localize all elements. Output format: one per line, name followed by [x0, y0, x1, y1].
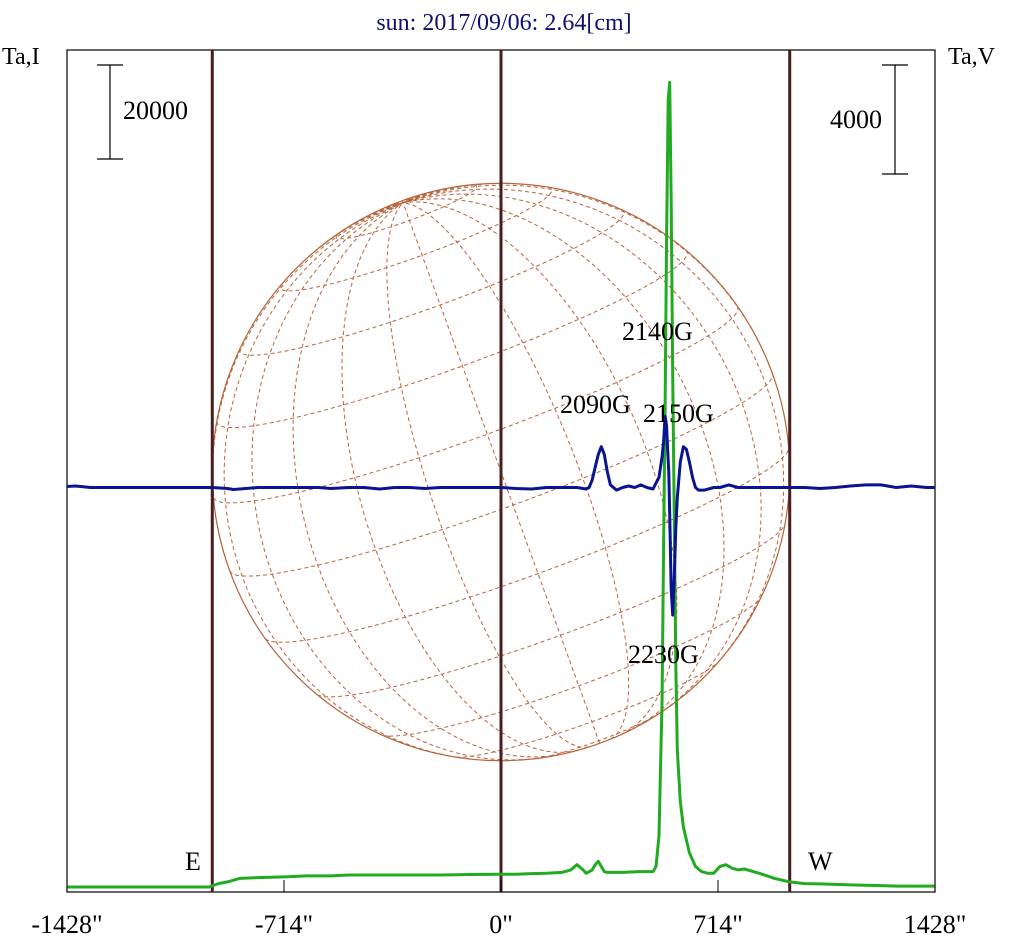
- scale-bar-right: 4000: [830, 64, 908, 175]
- x-tick-label: 1428": [904, 910, 967, 939]
- x-tick-label: -1428": [31, 910, 102, 939]
- longitude-line: [251, 202, 537, 761]
- reference-lines: [210, 50, 792, 892]
- longitude-line: [212, 202, 404, 571]
- longitude-line: [223, 202, 471, 760]
- latitude-line: [264, 447, 790, 643]
- longitude-line: [386, 202, 589, 748]
- solar-disk: [211, 182, 791, 762]
- longitude-line: [402, 193, 762, 715]
- annotation-2230g: 2230G: [628, 640, 699, 669]
- left-axis-label: Ta,I: [2, 44, 40, 70]
- latitude-line: [279, 186, 553, 292]
- right-axis-label: Ta,V: [948, 44, 996, 70]
- longitude-line: [402, 197, 410, 204]
- longitude-line: [341, 202, 579, 753]
- longitude-line: [402, 195, 417, 204]
- x-tick-label: 714": [693, 910, 743, 939]
- east-limb-label: E: [185, 847, 201, 876]
- longitude-line: [401, 200, 404, 203]
- series-ta-v: [66, 414, 935, 617]
- longitude-line: [303, 202, 404, 262]
- longitude-line: [402, 188, 785, 673]
- latitude-line: [239, 209, 625, 356]
- scale-bar-left-label: 20000: [123, 96, 188, 125]
- latitude-line: [382, 596, 762, 737]
- longitude-line: [402, 182, 517, 204]
- x-tick-label: -714": [255, 910, 313, 939]
- latitude-line: [335, 184, 478, 240]
- annotation-2140g: 2140G: [622, 317, 693, 346]
- annotation-2150g: 2150G: [643, 399, 714, 428]
- scale-bar-right-label: 4000: [830, 105, 882, 134]
- longitude-line: [402, 202, 630, 740]
- series-layer: [66, 80, 935, 889]
- longitude-line: [402, 184, 773, 374]
- west-limb-label: W: [808, 847, 833, 876]
- annotation-2090g: 2090G: [560, 390, 631, 419]
- x-axis-ticks: -1428" -714" 0" 714" 1428": [31, 880, 966, 939]
- longitude-line: [394, 202, 403, 204]
- scale-bar-left: 20000: [97, 64, 188, 160]
- longitude-line: [372, 202, 404, 214]
- chart-title: sun: 2017/09/06: 2.64[cm]: [376, 10, 631, 36]
- x-tick-label: 0": [489, 910, 513, 939]
- longitude-line: [388, 202, 404, 207]
- series-ta-i: [67, 80, 935, 889]
- latitude-line: [216, 250, 688, 428]
- longitude-line: [402, 201, 678, 736]
- longitude-line: [402, 190, 434, 204]
- longitude-line: [402, 202, 601, 744]
